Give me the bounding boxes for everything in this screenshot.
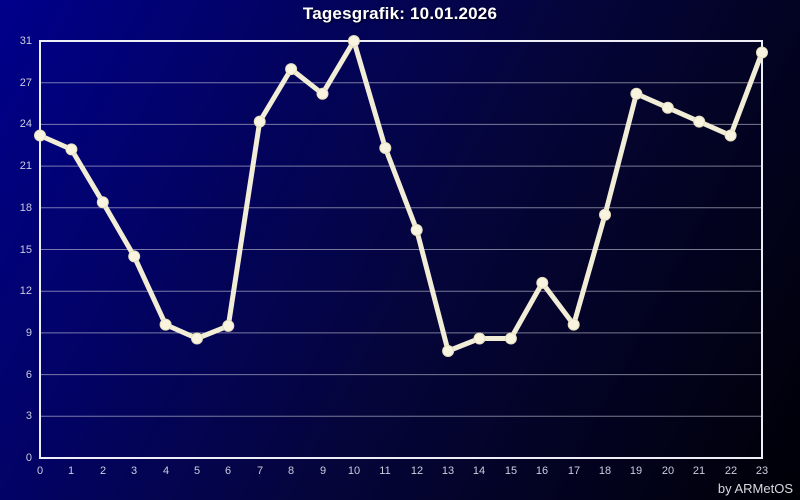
x-tick-label: 3 [130,465,138,477]
x-tick-label: 16 [535,465,549,477]
x-tick-label: 1 [67,465,75,477]
y-tick-label: 18 [19,202,32,214]
data-point [191,332,203,345]
x-tick-label: 20 [661,465,675,477]
y-tick-label: 15 [19,244,32,256]
x-tick-label: 6 [224,465,232,477]
data-point [285,63,298,76]
x-tick-label: 5 [193,465,201,477]
x-tick-label: 8 [287,465,295,477]
data-point [567,318,580,331]
y-tick-label: 31 [19,35,32,47]
data-point [379,142,392,154]
y-tick-label: 0 [25,452,32,464]
x-tick-label: 21 [692,465,706,477]
data-point [65,143,78,156]
data-point [159,318,172,331]
data-point [756,46,768,59]
x-tick-label: 0 [36,465,44,477]
data-point [253,115,266,128]
plot-border [39,40,763,459]
data-point [410,224,423,236]
data-point [473,332,486,345]
y-tick-label: 6 [25,369,32,381]
data-point [96,196,109,209]
data-point [599,208,611,221]
credit-label: by ARMetOS [717,481,793,496]
x-tick-label: 4 [162,465,170,477]
data-point [347,35,360,47]
x-tick-label: 19 [629,465,643,477]
data-point [128,250,141,263]
y-tick-label: 3 [25,410,32,422]
data-point [222,319,235,332]
y-tick-label: 21 [19,160,32,172]
x-tick-label: 17 [567,465,581,477]
x-tick-label: 7 [256,465,264,477]
x-tick-label: 23 [755,465,769,477]
x-tick-label: 11 [379,465,391,477]
data-point [724,129,737,142]
data-point [316,87,329,100]
data-point [661,101,674,114]
data-point [693,115,706,128]
x-tick-label: 18 [598,465,612,477]
x-tick-label: 12 [410,465,424,477]
y-tick-label: 12 [19,285,32,297]
data-point [442,345,455,357]
chart-title: Tagesgrafik: 10.01.2026 [302,4,498,23]
data-point [34,129,46,142]
y-tick-label: 9 [25,327,32,339]
data-line [37,38,765,354]
x-tick-label: 14 [472,465,486,477]
x-tick-label: 2 [99,465,107,477]
y-tick-label: 27 [19,77,32,89]
x-tick-label: 9 [319,465,327,477]
data-point [630,87,643,100]
x-tick-label: 10 [347,465,361,477]
x-tick-label: 15 [504,465,518,477]
data-point [504,332,517,345]
data-point [536,276,549,289]
x-tick-label: 22 [724,465,738,477]
y-tick-label: 24 [19,118,32,130]
x-tick-label: 13 [441,465,455,477]
